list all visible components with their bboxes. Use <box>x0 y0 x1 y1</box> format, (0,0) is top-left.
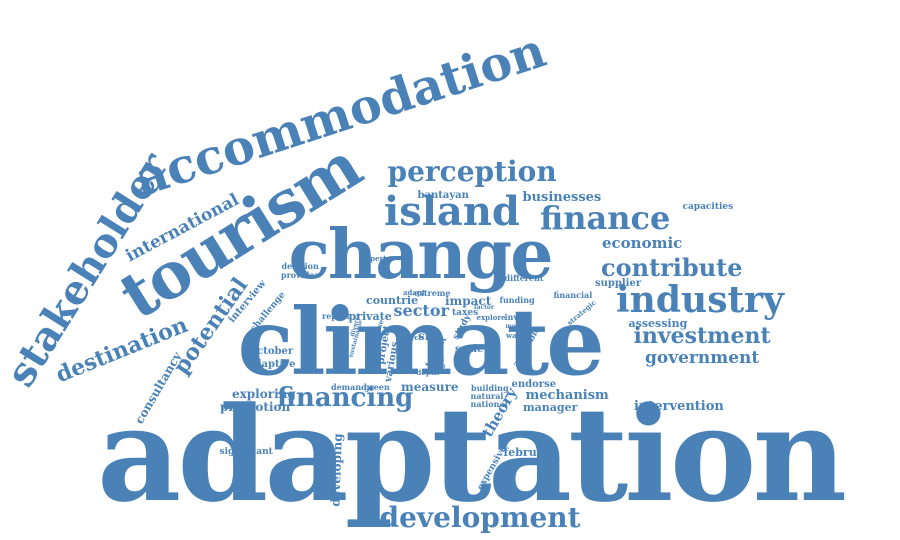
word-water: water <box>506 330 528 340</box>
word-lead: lead <box>430 356 445 363</box>
word-bantayan: bantayan <box>417 190 469 201</box>
word-change: change <box>288 215 554 295</box>
word-measure: measure <box>401 380 459 394</box>
word-economic: economic <box>602 233 683 252</box>
word-invest: invest <box>504 312 532 322</box>
word-building: building <box>471 383 509 393</box>
word-intervention: intervention <box>634 398 724 414</box>
word-developing: developing <box>327 433 345 507</box>
word-report: report <box>322 311 351 321</box>
word-provider: provider <box>281 270 319 280</box>
word-financial: financial <box>553 290 593 300</box>
word-funding: funding <box>499 295 535 305</box>
word-demand: demand <box>331 382 367 392</box>
word-private: private <box>348 309 392 323</box>
word-extreme: extreme <box>414 288 451 298</box>
word-supplier: supplier <box>595 278 642 289</box>
word-island: island <box>384 188 520 235</box>
word-depth: depth <box>416 367 440 377</box>
word-decision: decision <box>281 261 319 271</box>
word-scale: scale <box>455 344 484 355</box>
word-industry: industry <box>616 279 784 321</box>
word-different: different <box>504 273 544 283</box>
word-february: february <box>503 445 557 459</box>
word-adapt: adapt <box>403 287 426 297</box>
word-perception: perception <box>387 155 557 188</box>
word-assessing: assessing <box>628 316 688 330</box>
word-adaptive: adaptive <box>248 359 296 370</box>
word-taxes: taxes <box>452 307 479 318</box>
word-manager: manager <box>523 400 578 414</box>
word-mechanism: mechanism <box>525 387 609 403</box>
word-explore: explore <box>476 312 506 322</box>
word-october: october <box>250 346 294 357</box>
word-endorse: endorse <box>511 379 557 390</box>
word-finance: finance <box>540 199 671 237</box>
word-impact: impact <box>445 294 492 308</box>
word-businesses: businesses <box>522 189 602 205</box>
word-expert: expert <box>361 253 387 263</box>
word-significant: significant <box>219 446 273 457</box>
word-investment: investment <box>633 323 771 349</box>
word-financing: financing <box>277 383 414 413</box>
word-price: price <box>428 363 446 370</box>
word-sid: sid <box>418 329 438 343</box>
word-natural: natural <box>470 391 504 401</box>
word-green: green <box>364 382 390 392</box>
word-capacities: capacities <box>682 201 734 212</box>
word-exploring: exploring <box>232 387 296 401</box>
word-adaptation: adaptation <box>97 378 847 531</box>
word-contribute: contribute <box>601 253 743 282</box>
word-promotion: promotion <box>220 400 291 414</box>
word-factor: factor <box>474 304 495 311</box>
word-development: development <box>379 501 581 534</box>
word-government: government <box>645 347 760 368</box>
word-climate: climate <box>237 288 605 396</box>
word-most: most <box>505 323 523 330</box>
word-national: national <box>470 399 508 409</box>
word-sector: sector <box>393 301 449 320</box>
word-source: source <box>397 332 424 342</box>
word-countrie: countrie <box>366 293 419 307</box>
